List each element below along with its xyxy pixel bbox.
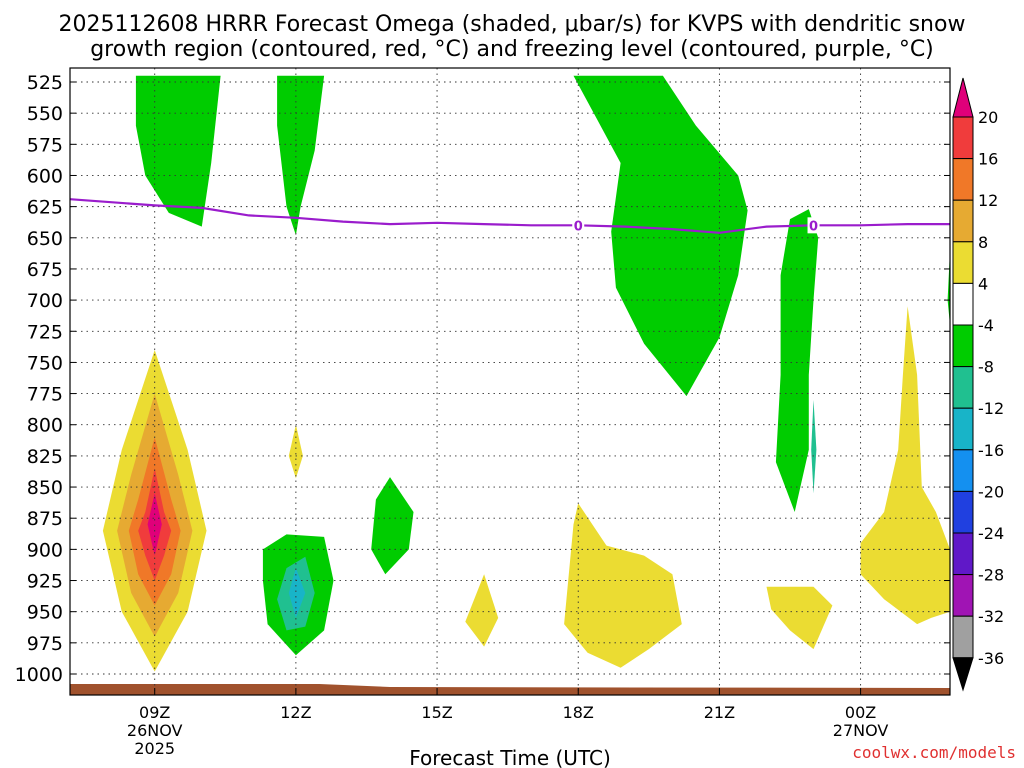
omega-region-descent-25z (860, 306, 950, 625)
omega-region-descent-23z (766, 586, 833, 650)
x-tick-label: 09Z (139, 703, 170, 722)
freezing-label-bg (572, 217, 585, 234)
colorbar-swatch (952, 158, 974, 201)
colorbar-label: -8 (978, 358, 994, 377)
colorbar-swatch (952, 490, 974, 534)
omega-region-ascent-band-19z (573, 75, 748, 397)
colorbar-label: -4 (978, 316, 994, 335)
omega-shading-layer (102, 75, 950, 672)
x-tick-label: 15Z (421, 703, 452, 722)
colorbar-swatch (952, 282, 974, 326)
colorbar-swatch (952, 241, 974, 284)
terrain-fill (70, 684, 950, 695)
y-tick-label: 600 (27, 165, 63, 187)
chart-title-line2: growth region (contoured, red, °C) and f… (90, 37, 934, 62)
colorbar-swatch (952, 324, 974, 368)
y-tick-label: 1000 (15, 664, 63, 686)
y-tick-label: 625 (27, 197, 63, 219)
x-tick-year: 2025 (134, 739, 175, 758)
omega-region-descent-09z-20 (147, 493, 162, 556)
y-axis: 525 550 575 600 625 650 675 700 725 750 775 800 825 8… (15, 72, 950, 686)
y-tick-label: 725 (27, 321, 63, 343)
y-tick-label: 575 (27, 134, 63, 156)
colorbar-swatch (952, 449, 974, 492)
colorbar-label: 20 (978, 108, 998, 127)
omega-region-ascent-14z (371, 477, 414, 575)
omega-region-ascent-column-2230z (775, 209, 819, 512)
y-tick-label: 900 (27, 539, 63, 561)
colorbar-label: 8 (978, 233, 988, 252)
omega-region-descent-12z-small (288, 424, 303, 479)
gridlines (70, 68, 950, 695)
y-tick-label: 775 (27, 384, 63, 406)
y-tick-label: 950 (27, 602, 63, 624)
colorbar-label: -36 (978, 649, 1004, 668)
plot-frame (69, 67, 951, 696)
colorbar-label: -12 (978, 399, 1004, 418)
x-tick-label: 12Z (280, 703, 311, 722)
y-tick-label: 700 (27, 290, 63, 312)
watermark: coolwx.com/models (852, 743, 1016, 762)
y-tick-label: 875 (27, 508, 63, 530)
colorbar-label: -20 (978, 482, 1004, 501)
x-axis-label: Forecast Time (UTC) (409, 746, 611, 768)
freezing-level-label: 0 (809, 219, 818, 234)
colorbar-label: -32 (978, 607, 1004, 626)
colorbar-swatch (952, 532, 974, 576)
freezing-level-label: 0 (574, 219, 583, 234)
y-tick-label: 525 (27, 72, 63, 94)
colorbar-label: -28 (978, 566, 1004, 585)
omega-region-ascent-12z-low-12 (288, 568, 306, 618)
x-tick-label: 18Z (563, 703, 594, 722)
y-tick-label: 925 (27, 571, 63, 593)
omega-region-ascent-column-09z (135, 75, 221, 227)
omega-region-ascent-column-12z (277, 75, 325, 236)
colorbar-swatch (952, 615, 974, 659)
colorbar-label: -16 (978, 441, 1004, 460)
colorbar-label: 12 (978, 191, 998, 210)
freezing-label-bg (807, 217, 820, 234)
colorbar-top-arrow (952, 77, 974, 118)
y-tick-label: 800 (27, 415, 63, 437)
x-tick-label: 00Z (845, 703, 876, 722)
colorbar-swatch (952, 574, 974, 617)
x-tick-label: 21Z (704, 703, 735, 722)
colorbar-swatch (952, 116, 974, 160)
omega-region-descent-18-19z (564, 503, 682, 668)
terrain-band (70, 684, 950, 695)
colorbar-label: 16 (978, 150, 998, 169)
colorbar-swatch (952, 407, 974, 451)
x-tick-date: 26NOV (127, 721, 183, 740)
colorbar-swatch (952, 199, 974, 243)
y-tick-label: 750 (27, 352, 63, 374)
chart-title-line1: 2025112608 HRRR Forecast Omega (shaded, … (59, 12, 966, 37)
y-tick-label: 850 (27, 477, 63, 499)
colorbar-label: -24 (978, 524, 1004, 543)
y-tick-label: 550 (27, 103, 63, 125)
x-tick-date: 27NOV (833, 721, 889, 740)
colorbar-label: 4 (978, 274, 988, 293)
y-tick-label: 825 (27, 446, 63, 468)
y-tick-label: 675 (27, 259, 63, 281)
y-tick-label: 650 (27, 228, 63, 250)
colorbar-bottom-arrow (952, 657, 974, 692)
colorbar-swatch (952, 366, 974, 409)
colorbar-legend: 20 16 12 8 4 -4 -8 -12 -16 -20 -24 -28 -32 -36 (952, 77, 1004, 692)
omega-region-ascent-2230z-8 (811, 399, 817, 494)
omega-region-descent-16z (465, 574, 499, 647)
y-tick-label: 975 (27, 633, 63, 655)
